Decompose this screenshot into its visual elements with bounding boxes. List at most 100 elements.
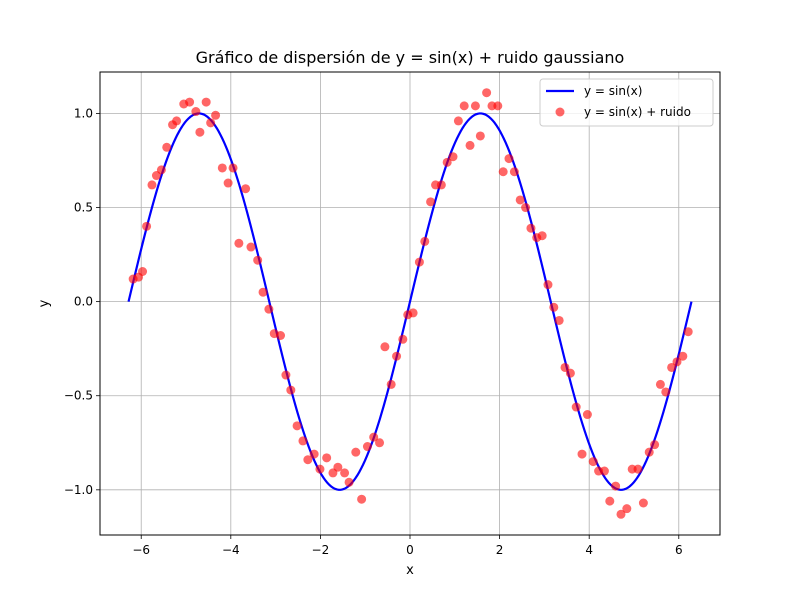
scatter-point — [611, 481, 621, 491]
y-tick-label: 0.5 — [74, 201, 93, 215]
scatter-point — [147, 180, 157, 190]
x-tick-label: 4 — [585, 543, 593, 557]
scatter-point — [565, 368, 575, 378]
scatter-point — [142, 221, 152, 231]
scatter-point — [357, 494, 367, 504]
scatter-point — [386, 379, 396, 389]
scatter-point — [549, 302, 559, 312]
scatter-point — [650, 440, 660, 450]
chart-title: Gráfico de dispersión de y = sin(x) + ru… — [196, 48, 625, 67]
scatter-point — [344, 477, 354, 487]
legend-dot-label: y = sin(x) + ruido — [584, 105, 691, 119]
scatter-point — [286, 385, 296, 395]
scatter-point — [172, 116, 182, 126]
y-tick-label: 0.0 — [74, 295, 93, 309]
legend: y = sin(x) y = sin(x) + ruido — [539, 78, 714, 127]
scatter-point — [537, 231, 547, 241]
scatter-point — [515, 195, 525, 205]
scatter-point — [475, 131, 485, 141]
scatter-point — [442, 157, 452, 167]
scatter-point — [201, 97, 211, 107]
scatter-point — [448, 152, 458, 162]
y-tick-label: 1.0 — [74, 106, 93, 120]
scatter-point — [195, 127, 205, 137]
x-tick-label: −2 — [312, 543, 330, 557]
scatter-point — [683, 327, 693, 337]
scatter-point — [156, 165, 166, 175]
x-tick-label: 0 — [406, 543, 414, 557]
axis-ticks: −6 −4 −2 0 2 4 6 −1.0 −0.5 0.0 0.5 1.0 — [64, 106, 683, 557]
scatter-point — [504, 154, 514, 164]
scatter-point — [554, 315, 564, 325]
scatter-point — [264, 304, 274, 314]
scatter-point — [398, 334, 408, 344]
x-tick-label: −6 — [132, 543, 150, 557]
scatter-point — [560, 362, 570, 372]
scatter-point — [392, 351, 402, 361]
x-axis-label: x — [406, 563, 414, 578]
scatter-point — [470, 101, 480, 111]
sine-line — [127, 112, 693, 491]
scatter-point — [322, 453, 332, 463]
x-tick-label: −4 — [222, 543, 240, 557]
scatter-point — [408, 308, 418, 318]
scatter-point — [206, 118, 216, 128]
scatter-point — [453, 116, 463, 126]
scatter-point — [234, 238, 244, 248]
scatter-point — [543, 280, 553, 290]
scatter-point — [678, 351, 688, 361]
scatter-point — [241, 184, 251, 194]
scatter-point — [223, 178, 233, 188]
scatter-point — [605, 496, 615, 506]
scatter-point — [185, 97, 195, 107]
scatter-point — [217, 163, 227, 173]
scatter-point — [351, 447, 361, 457]
scatter-point — [509, 167, 519, 177]
scatter-point — [667, 362, 677, 372]
scatter-point — [333, 462, 343, 472]
scatter-point — [380, 342, 390, 352]
scatter-point — [303, 455, 313, 465]
scatter-point — [420, 236, 430, 246]
scatter-point — [375, 438, 385, 448]
scatter-point — [211, 110, 221, 120]
legend-box — [539, 78, 714, 127]
y-tick-label: −0.5 — [64, 389, 93, 403]
scatter-point — [138, 267, 148, 277]
scatter-point — [436, 180, 446, 190]
scatter-point — [644, 447, 654, 457]
sine-series — [127, 112, 693, 491]
scatter-point — [162, 142, 172, 152]
scatter-point — [253, 255, 263, 265]
x-tick-label: 6 — [675, 543, 683, 557]
scatter-point — [521, 203, 531, 213]
scatter-point — [672, 357, 682, 367]
legend-dot-swatch — [555, 107, 565, 117]
scatter-point — [498, 167, 508, 177]
scatter-point — [246, 242, 256, 252]
scatter-point — [414, 257, 424, 267]
scatter-point — [633, 464, 643, 474]
scatter-point — [661, 387, 671, 397]
scatter-point — [191, 107, 201, 117]
scatter-point — [616, 509, 626, 519]
scatter-point — [459, 101, 469, 111]
scatter-point — [276, 330, 286, 340]
scatter-point — [281, 370, 291, 380]
scatter-point — [588, 457, 598, 467]
scatter-point — [315, 464, 325, 474]
scatter-point — [228, 163, 238, 173]
scatter-point — [309, 449, 319, 459]
scatter-point — [655, 379, 665, 389]
scatter-point — [426, 197, 436, 207]
scatter-point — [577, 449, 587, 459]
scatter-point — [526, 223, 536, 233]
scatter-point — [582, 410, 592, 420]
scatter-point — [362, 442, 372, 452]
scatter-point — [292, 421, 302, 431]
scatter-point — [298, 436, 308, 446]
scatter-point — [599, 466, 609, 476]
scatter-point — [622, 504, 632, 514]
noisy-series — [128, 88, 693, 519]
scatter-point — [493, 101, 503, 111]
